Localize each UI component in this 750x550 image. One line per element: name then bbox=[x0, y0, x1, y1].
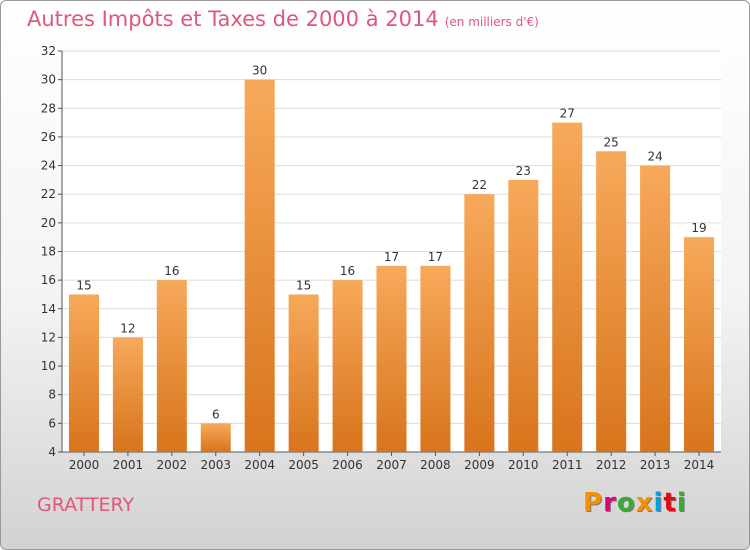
data-label: 17 bbox=[384, 250, 399, 264]
y-tick-label: 8 bbox=[48, 388, 56, 402]
logo-letter: r bbox=[603, 488, 617, 518]
x-tick-label: 2008 bbox=[420, 458, 451, 472]
data-label: 16 bbox=[164, 264, 179, 278]
x-tick-label: 2007 bbox=[376, 458, 407, 472]
logo-letter: i bbox=[653, 488, 664, 518]
logo-letter: x bbox=[635, 488, 654, 518]
bar bbox=[376, 265, 407, 452]
bar bbox=[552, 122, 583, 452]
data-label: 22 bbox=[472, 178, 487, 192]
y-tick-label: 4 bbox=[48, 445, 56, 459]
x-tick-label: 2005 bbox=[288, 458, 319, 472]
y-tick-label: 6 bbox=[48, 416, 56, 430]
commune-name: GRATTERY bbox=[37, 494, 135, 516]
bar bbox=[464, 194, 495, 452]
data-label: 15 bbox=[296, 278, 311, 292]
y-tick-label: 16 bbox=[41, 273, 56, 287]
logo-letter: i bbox=[676, 488, 687, 518]
bar bbox=[288, 294, 319, 452]
y-tick-label: 20 bbox=[41, 216, 56, 230]
bar bbox=[684, 237, 715, 452]
y-tick-label: 14 bbox=[41, 302, 56, 316]
data-label: 23 bbox=[516, 164, 531, 178]
x-tick-label: 2009 bbox=[464, 458, 495, 472]
bar bbox=[200, 423, 231, 452]
logo-letter: o bbox=[616, 488, 636, 518]
y-tick-label: 22 bbox=[41, 187, 56, 201]
bar bbox=[112, 337, 143, 452]
data-label: 27 bbox=[560, 107, 575, 121]
y-tick-label: 32 bbox=[41, 44, 56, 58]
bar bbox=[332, 280, 363, 452]
y-tick-label: 18 bbox=[41, 245, 56, 259]
logo-letter: t bbox=[663, 488, 677, 518]
y-tick-label: 26 bbox=[41, 130, 56, 144]
data-label: 6 bbox=[212, 407, 220, 421]
x-tick-label: 2000 bbox=[69, 458, 100, 472]
proxiti-logo: Proxiti bbox=[583, 488, 687, 518]
y-tick-label: 30 bbox=[41, 73, 56, 87]
y-tick-label: 28 bbox=[41, 101, 56, 115]
y-tick-label: 10 bbox=[41, 359, 56, 373]
y-tick-label: 24 bbox=[41, 159, 56, 173]
data-label: 15 bbox=[76, 278, 91, 292]
x-tick-label: 2013 bbox=[640, 458, 671, 472]
x-tick-label: 2006 bbox=[332, 458, 363, 472]
chart-title-text: Autres Impôts et Taxes de 2000 à 2014 bbox=[27, 7, 439, 31]
data-label: 17 bbox=[428, 250, 443, 264]
data-label: 30 bbox=[252, 64, 267, 78]
data-label: 25 bbox=[604, 135, 619, 149]
y-tick-label: 12 bbox=[41, 330, 56, 344]
data-label: 12 bbox=[120, 321, 135, 335]
data-label: 19 bbox=[691, 221, 706, 235]
data-label: 24 bbox=[647, 150, 662, 164]
x-tick-label: 2012 bbox=[596, 458, 627, 472]
logo-letter: P bbox=[583, 488, 604, 518]
bar bbox=[640, 165, 671, 453]
data-label: 16 bbox=[340, 264, 355, 278]
chart-title: Autres Impôts et Taxes de 2000 à 2014 (en… bbox=[27, 7, 539, 31]
x-tick-label: 2010 bbox=[508, 458, 539, 472]
x-tick-label: 2014 bbox=[684, 458, 715, 472]
x-tick-label: 2001 bbox=[113, 458, 144, 472]
bar bbox=[508, 179, 539, 452]
chart-title-unit: (en milliers d'€) bbox=[444, 15, 539, 29]
x-tick-label: 2003 bbox=[200, 458, 231, 472]
bar bbox=[68, 294, 99, 452]
bar bbox=[244, 79, 275, 453]
x-tick-label: 2004 bbox=[244, 458, 275, 472]
x-tick-label: 2002 bbox=[157, 458, 188, 472]
bar bbox=[156, 280, 187, 452]
x-tick-label: 2011 bbox=[552, 458, 583, 472]
bar bbox=[420, 265, 451, 452]
bar bbox=[596, 151, 627, 452]
